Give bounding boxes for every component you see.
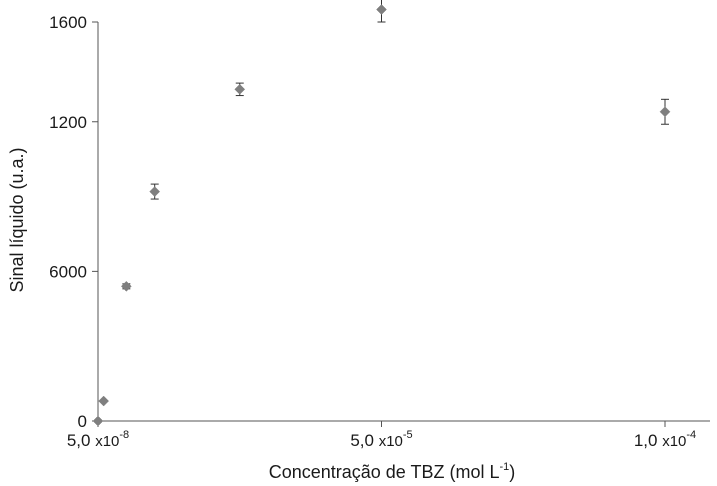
- y-axis-ticks: 0 6000 1200 1600: [49, 13, 98, 431]
- diamond-marker: [234, 83, 246, 95]
- x-axis-title-superscript: -1: [500, 461, 510, 473]
- x-axis-title-close: ): [509, 462, 515, 482]
- diamond-marker: [92, 415, 104, 427]
- y-tick-label: 1600: [49, 13, 87, 32]
- data-point: [149, 183, 161, 200]
- data-point: [234, 82, 246, 97]
- x-tick-label: 5,0 x10-8: [67, 429, 129, 450]
- x-axis-title: Concentração de TBZ (mol L-1): [269, 461, 516, 482]
- diamond-marker: [98, 395, 110, 407]
- x-tick-label: 1,0 x10-4: [634, 429, 696, 450]
- diamond-marker: [149, 186, 161, 197]
- diamond-marker: [120, 280, 132, 292]
- data-point: [98, 395, 110, 407]
- x-axis-ticks: 5,0 x10-8 5,0 x10-5 1,0 x10-4: [67, 421, 696, 450]
- diamond-marker: [659, 106, 671, 118]
- data-points: [92, 0, 671, 427]
- y-axis-title: Sinal líquido (u.a.): [7, 147, 27, 292]
- axes: [97, 22, 710, 422]
- data-point: [659, 98, 671, 125]
- y-tick-label: 1200: [49, 113, 87, 132]
- y-tick-label: 6000: [49, 262, 87, 281]
- data-point: [120, 280, 132, 292]
- x-tick-label: 5,0 x10-5: [350, 429, 412, 450]
- data-point: [376, 0, 387, 23]
- y-tick-label: 0: [78, 412, 87, 431]
- data-point: [92, 415, 104, 427]
- diamond-marker: [376, 4, 387, 15]
- x-axis-title-main: Concentração de TBZ (mol L: [269, 462, 500, 482]
